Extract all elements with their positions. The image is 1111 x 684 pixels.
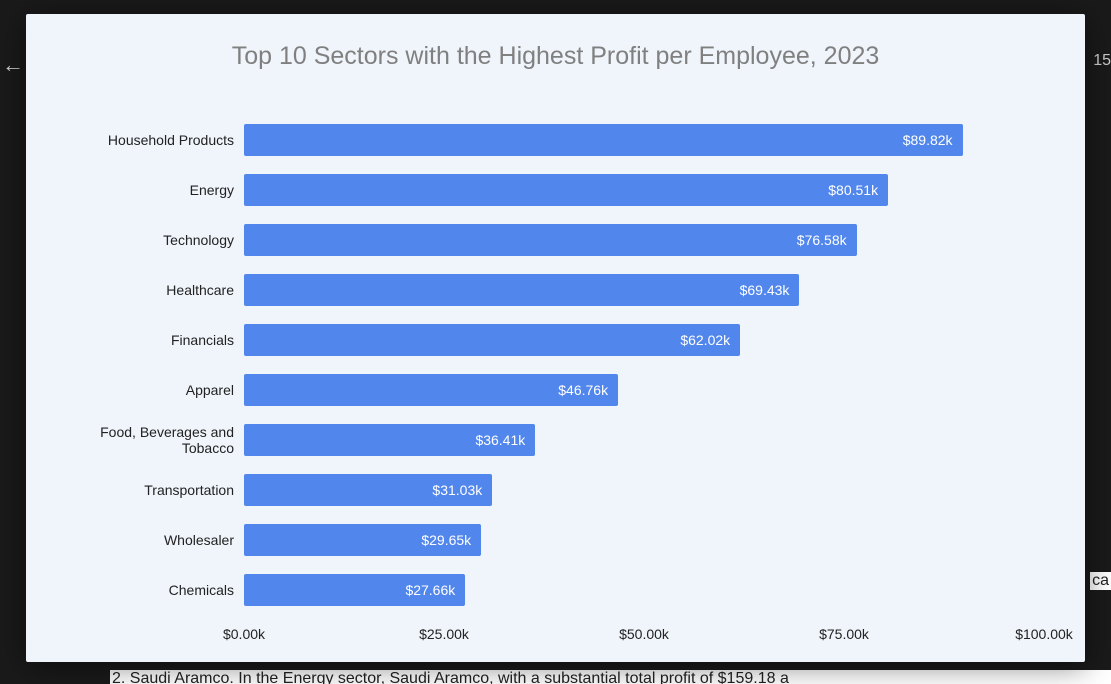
- x-axis-tick-label: $100.00k: [1015, 626, 1073, 642]
- bar-value-label: $89.82k: [903, 132, 953, 148]
- y-axis-category-label: Financials: [34, 332, 234, 348]
- y-axis-category-label: Wholesaler: [34, 532, 234, 548]
- chart-plot-area: $89.82k $80.51k $76.58k $69.43k $62.02k $46.7…: [244, 110, 1044, 618]
- bar-value-label: $76.58k: [797, 232, 847, 248]
- x-axis-tick-label: $75.00k: [819, 626, 869, 642]
- bar-value-label: $29.65k: [421, 532, 471, 548]
- bar[interactable]: $76.58k: [244, 224, 857, 256]
- x-axis-tick-label: $50.00k: [619, 626, 669, 642]
- y-axis-category-label: Technology: [34, 232, 234, 248]
- background-text-fragment: 2. Saudi Aramco. In the Energy sector, S…: [110, 670, 1111, 684]
- y-axis-labels: Household Products Energy Technology Health…: [26, 110, 244, 618]
- bar[interactable]: $36.41k: [244, 424, 535, 456]
- bar-value-label: $46.76k: [558, 382, 608, 398]
- bar[interactable]: $46.76k: [244, 374, 618, 406]
- bar-value-label: $27.66k: [405, 582, 455, 598]
- bar-value-label: $62.02k: [680, 332, 730, 348]
- bar[interactable]: $80.51k: [244, 174, 888, 206]
- y-axis-category-label: Apparel: [34, 382, 234, 398]
- x-axis-tick-label: $0.00k: [223, 626, 265, 642]
- y-axis-category-label: Household Products: [34, 132, 234, 148]
- bar[interactable]: $29.65k: [244, 524, 481, 556]
- bar[interactable]: $27.66k: [244, 574, 465, 606]
- y-axis-category-label: Energy: [34, 182, 234, 198]
- y-axis-category-label: Food, Beverages andTobacco: [34, 424, 234, 456]
- bar-value-label: $80.51k: [828, 182, 878, 198]
- y-axis-category-label: Chemicals: [34, 582, 234, 598]
- chart-card: Top 10 Sectors with the Highest Profit p…: [26, 14, 1085, 662]
- bar[interactable]: $89.82k: [244, 124, 963, 156]
- page-indicator: 15: [1093, 52, 1111, 70]
- bar[interactable]: $62.02k: [244, 324, 740, 356]
- bar-value-label: $31.03k: [432, 482, 482, 498]
- x-axis-tick-label: $25.00k: [419, 626, 469, 642]
- chart-title: Top 10 Sectors with the Highest Profit p…: [26, 42, 1085, 71]
- bar[interactable]: $31.03k: [244, 474, 492, 506]
- x-axis-labels: $0.00k$25.00k$50.00k$75.00k$100.00k: [244, 626, 1044, 650]
- bar-value-label: $36.41k: [475, 432, 525, 448]
- y-axis-category-label: Healthcare: [34, 282, 234, 298]
- prev-arrow-icon[interactable]: ←: [2, 52, 24, 78]
- y-axis-category-label: Transportation: [34, 482, 234, 498]
- background-text-fragment: ca: [1090, 572, 1111, 590]
- bar-value-label: $69.43k: [740, 282, 790, 298]
- bar[interactable]: $69.43k: [244, 274, 799, 306]
